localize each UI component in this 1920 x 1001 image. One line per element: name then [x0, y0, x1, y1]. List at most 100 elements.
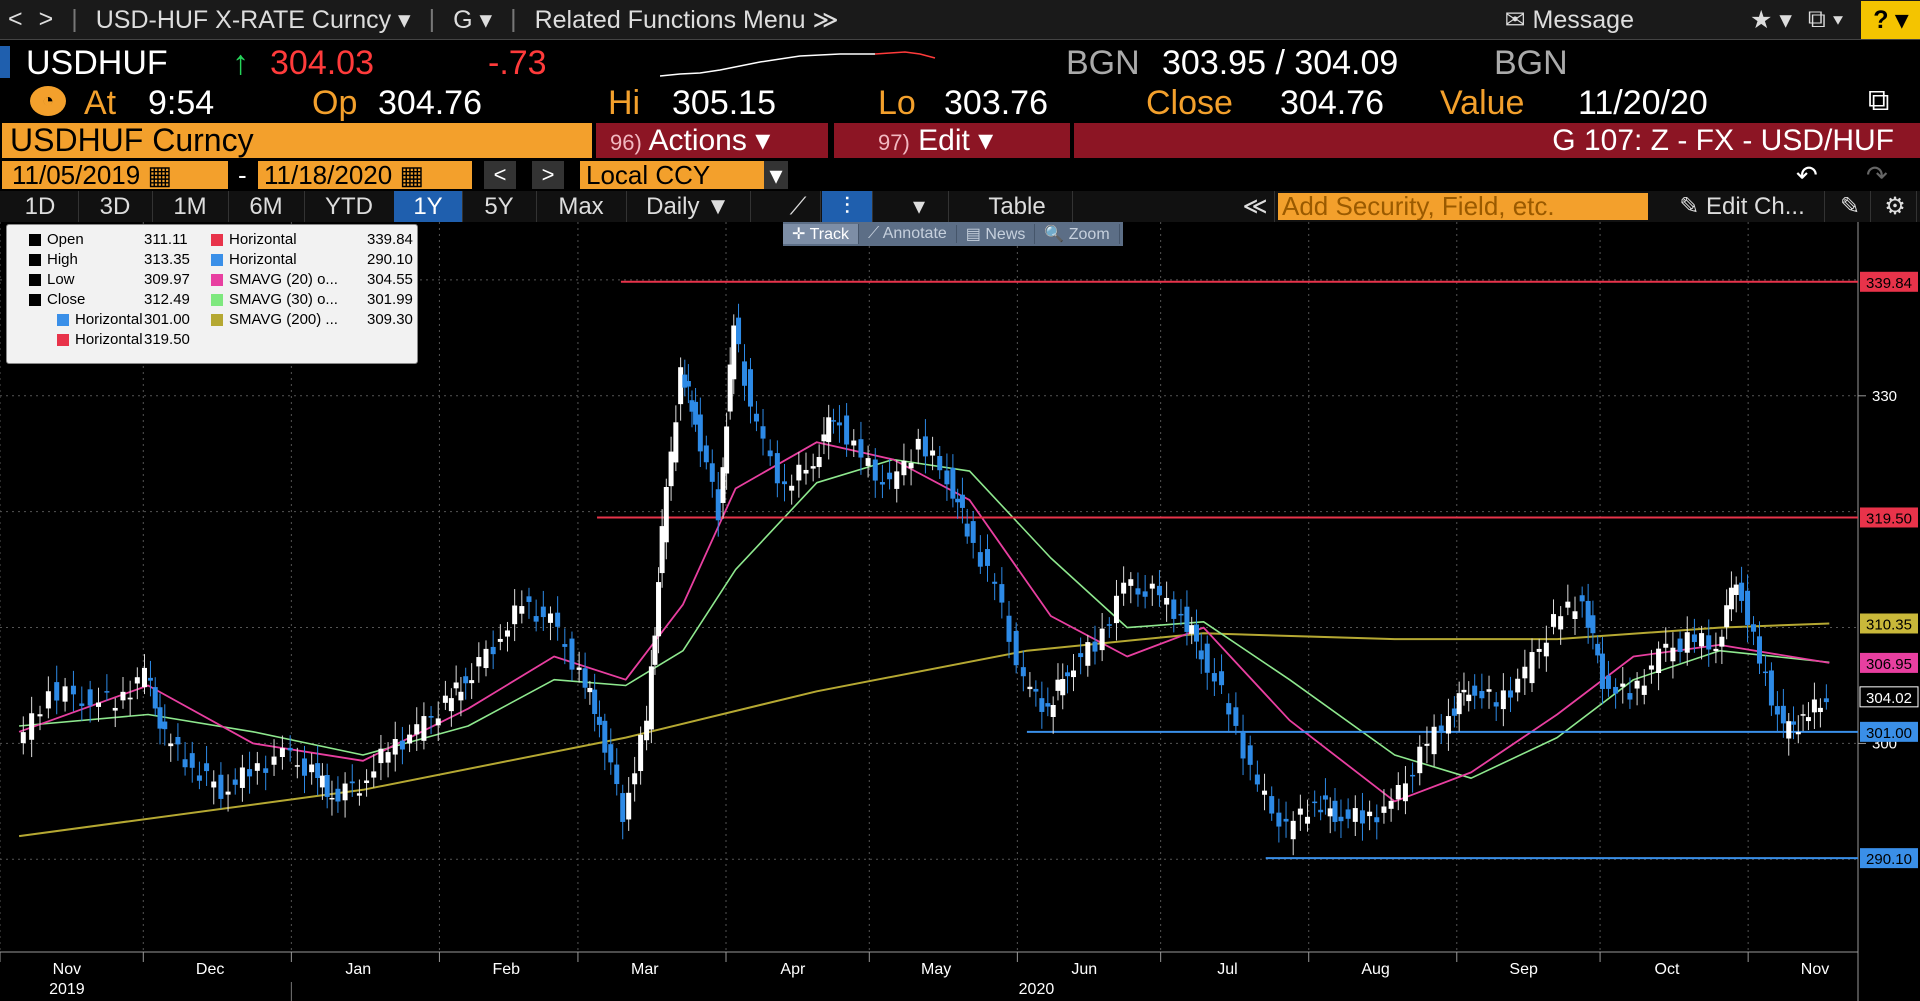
- chart-icon[interactable]: ⧉: [1868, 84, 1890, 117]
- ticker-menu[interactable]: USD-HUF X-RATE Curncy ▾: [95, 5, 411, 34]
- candle-body: [232, 779, 238, 785]
- tool-annotate[interactable]: ⟋ Annotate: [859, 225, 957, 243]
- tab-5y[interactable]: 5Y: [462, 191, 537, 222]
- forward-button[interactable]: >: [38, 5, 54, 33]
- candle-body: [879, 482, 885, 485]
- tab-1d[interactable]: 1D: [2, 191, 79, 222]
- candle-body: [309, 764, 315, 773]
- tab-max[interactable]: Max: [536, 191, 627, 222]
- price-badge: [1860, 507, 1918, 528]
- redo-icon[interactable]: ↷: [1866, 160, 1888, 190]
- candle-body: [836, 422, 842, 426]
- message-button[interactable]: ✉ Message: [1504, 5, 1634, 34]
- related-functions-menu[interactable]: Related Functions Menu ≫: [534, 5, 839, 34]
- legend-item[interactable]: Low: [29, 271, 75, 289]
- chart-type-dropdown[interactable]: ▾: [890, 191, 949, 222]
- candle-body: [760, 426, 766, 439]
- candle-body: [774, 453, 780, 484]
- line-chart-icon[interactable]: ⟋: [776, 191, 821, 222]
- candle-body: [1322, 795, 1328, 800]
- candle-body: [742, 361, 748, 386]
- candle-body: [1006, 615, 1012, 642]
- candle-body: [826, 417, 832, 443]
- chart-legend[interactable]: Open 311.11 High 313.35 Low 309.97 Close 312.49…: [6, 224, 418, 364]
- tool-news[interactable]: ▤ News: [957, 224, 1036, 244]
- legend-item[interactable]: SMAVG (30) o...: [211, 291, 338, 309]
- candle-body: [1599, 653, 1605, 689]
- legend-item[interactable]: Open: [29, 231, 84, 249]
- start-date-input[interactable]: 11/05/2019 ▦: [2, 161, 228, 189]
- tool-track[interactable]: ✛ Track: [783, 224, 859, 244]
- symbol: USDHUF: [26, 44, 168, 82]
- candle-body: [497, 638, 503, 642]
- legend-item[interactable]: Horizontal: [57, 331, 143, 349]
- security-name[interactable]: USDHUF Curncy: [2, 123, 592, 158]
- candle-body: [294, 765, 300, 767]
- table-button[interactable]: Table: [962, 191, 1073, 222]
- edit-menu[interactable]: 97) Edit ▾: [834, 123, 1070, 158]
- candle-body: [576, 667, 582, 670]
- candle-body: [1728, 587, 1734, 610]
- undo-icon[interactable]: ↶: [1796, 160, 1818, 190]
- help-button[interactable]: ? ▾: [1861, 0, 1920, 39]
- legend-value: 304.55: [367, 271, 413, 288]
- candle-body: [1247, 745, 1253, 765]
- x-tick-label: Nov: [53, 961, 81, 978]
- candle-body: [767, 450, 773, 457]
- candle-body: [656, 582, 662, 637]
- next-period-button[interactable]: >: [532, 161, 564, 189]
- candle-body: [112, 707, 118, 711]
- tab-1m[interactable]: 1M: [152, 191, 229, 222]
- legend-item[interactable]: High: [29, 251, 78, 269]
- chart-edit-icon[interactable]: ✎: [1830, 191, 1871, 222]
- candle-body: [1318, 809, 1324, 813]
- period-select[interactable]: Daily ▼: [626, 191, 751, 222]
- candle-body: [378, 748, 384, 764]
- legend-item[interactable]: Horizontal: [211, 231, 297, 249]
- add-security-input[interactable]: Add Security, Field, etc.: [1278, 193, 1648, 220]
- candle-body: [1327, 808, 1333, 817]
- candle-body: [512, 605, 518, 625]
- low-label: Lo: [878, 84, 916, 122]
- candle-chart-icon[interactable]: ⫶: [822, 191, 873, 222]
- legend-item[interactable]: SMAVG (200) ...: [211, 311, 338, 329]
- low-value: 303.76: [944, 84, 1048, 122]
- candle-body: [1780, 705, 1786, 724]
- value-date: 11/20/20: [1578, 84, 1708, 122]
- candle-body: [254, 763, 260, 771]
- candle-body: [992, 581, 998, 584]
- candle-body: [1656, 648, 1662, 673]
- candle-body: [1677, 638, 1683, 652]
- period-tabs: 1D 3D 1M 6M YTD 1Y 5Y Max Daily ▼ ⟋ ⫶ ▾ Table ≪…: [0, 191, 1920, 222]
- tab-1y[interactable]: 1Y: [394, 191, 463, 222]
- candle-body: [1359, 810, 1365, 824]
- legend-item[interactable]: SMAVG (20) o...: [211, 271, 338, 289]
- edit-chart-button[interactable]: ✎ Edit Ch...: [1660, 191, 1825, 222]
- candle-body: [1706, 635, 1712, 650]
- end-date-input[interactable]: 11/18/2020 ▦: [258, 161, 472, 189]
- prev-period-button[interactable]: <: [484, 161, 516, 189]
- tab-ytd[interactable]: YTD: [304, 191, 395, 222]
- actions-menu[interactable]: 96) Actions ▾: [596, 123, 828, 158]
- candle-body: [709, 463, 715, 482]
- legend-item[interactable]: Horizontal: [57, 311, 143, 329]
- candle-body: [608, 744, 614, 763]
- tab-3d[interactable]: 3D: [78, 191, 153, 222]
- currency-select[interactable]: Local CCY ▾: [580, 161, 788, 189]
- legend-item[interactable]: Close: [29, 291, 85, 309]
- candle-body: [1663, 643, 1669, 648]
- tab-6m[interactable]: 6M: [228, 191, 305, 222]
- gear-icon[interactable]: ⚙: [1874, 191, 1917, 222]
- x-tick-label: Dec: [196, 961, 224, 978]
- candle-body: [1774, 706, 1780, 715]
- window-icon[interactable]: ⧉ ▾: [1807, 5, 1844, 33]
- collapse-icon[interactable]: ≪: [1236, 191, 1275, 222]
- tool-zoom[interactable]: 🔍 Zoom: [1035, 224, 1120, 244]
- candle-body: [592, 689, 598, 715]
- g-menu[interactable]: G ▾: [453, 5, 493, 34]
- star-icon[interactable]: ★ ▾: [1750, 5, 1792, 34]
- legend-item[interactable]: Horizontal: [211, 251, 297, 269]
- candle-body: [319, 775, 325, 788]
- back-button[interactable]: <: [8, 5, 23, 33]
- price-chart[interactable]: Nov Dec Jan Feb Mar Apr May Jun Jul Aug Sep Oct Nov 2…: [0, 222, 1920, 1001]
